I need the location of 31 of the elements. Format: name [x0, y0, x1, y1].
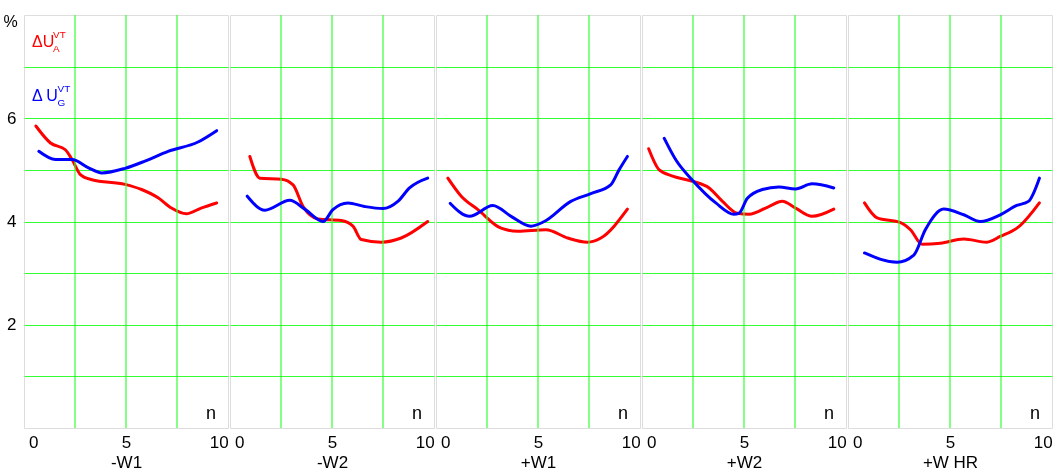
- x-tick-label: 0: [441, 432, 451, 452]
- x-tick-label: 0: [29, 432, 39, 452]
- x-tick-label: 10: [621, 432, 641, 452]
- x-axis-title: -W1: [110, 452, 143, 472]
- x-axis-title: +W2: [726, 452, 763, 472]
- annotation: n: [823, 403, 834, 423]
- x-tick-label: 0: [647, 432, 657, 452]
- x-tick-label: 0: [235, 432, 245, 452]
- x-tick-label: 5: [533, 432, 544, 452]
- x-tick-label: 5: [121, 432, 132, 452]
- annotation: n: [411, 403, 422, 423]
- x-tick-label: 10: [827, 432, 847, 452]
- x-tick-label: 5: [327, 432, 338, 452]
- x-tick-label: 10: [1033, 432, 1053, 452]
- y-tick-label: 4: [7, 212, 17, 231]
- x-axis-title: +W1: [520, 452, 557, 472]
- x-tick-label: 10: [415, 432, 435, 452]
- annotation: n: [617, 403, 628, 423]
- y-axis-title: %: [3, 12, 18, 30]
- x-tick-label: 10: [209, 432, 229, 452]
- y-tick-label: 6: [7, 108, 17, 128]
- annotation: n: [1029, 403, 1040, 423]
- x-tick-label: 0: [853, 432, 863, 452]
- line-series: [34, 124, 219, 216]
- x-tick-label: 5: [945, 432, 956, 452]
- x-axis-title: +W HR: [922, 452, 979, 472]
- x-axis-title: -W2: [316, 452, 349, 472]
- line-series: [37, 129, 219, 175]
- annotation: n: [205, 403, 216, 423]
- y-tick-label: 2: [7, 315, 17, 335]
- x-tick-label: 5: [739, 432, 750, 452]
